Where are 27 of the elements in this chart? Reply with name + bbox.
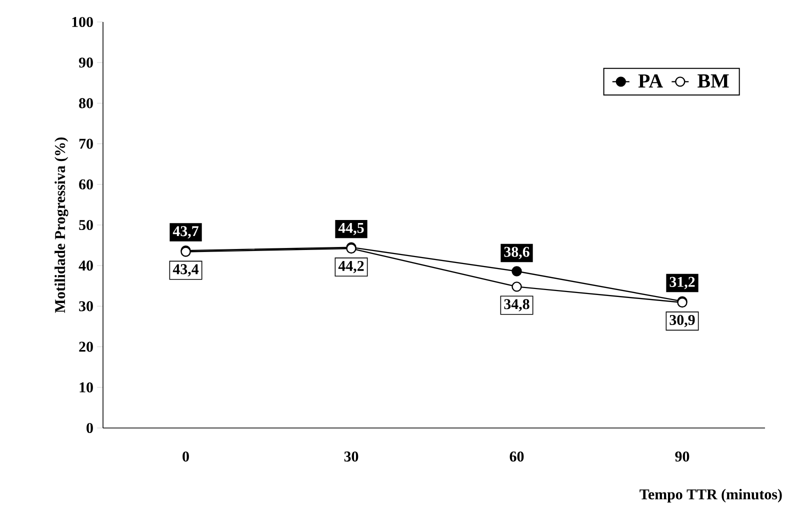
- y-tick-label: 30: [79, 301, 93, 312]
- y-tick-label: 80: [79, 98, 93, 108]
- y-tick-label: 20: [79, 342, 93, 352]
- data-label: 44,2: [338, 260, 364, 274]
- data-label: 43,7: [172, 226, 198, 238]
- y-tick-label: 60: [79, 179, 93, 190]
- legend-label: BM: [698, 74, 729, 88]
- data-label: 31,2: [670, 276, 695, 290]
- x-tick-label: 90: [675, 452, 690, 462]
- data-label: 30,9: [670, 314, 695, 328]
- y-tick-label: 50: [79, 220, 93, 230]
- data-label: 44,5: [338, 222, 364, 236]
- y-tick-label: 100: [72, 16, 93, 28]
- data-label: 34,8: [504, 299, 530, 312]
- data-label: 43,4: [172, 264, 199, 276]
- y-tick-label: 10: [80, 382, 93, 392]
- data-label: 38,6: [504, 246, 530, 260]
- y-tick-label: 40: [78, 260, 93, 271]
- y-tick-label: 0: [86, 422, 93, 434]
- y-tick-label: 70: [79, 138, 93, 149]
- x-tick-label: 60: [510, 452, 524, 462]
- y-tick-label: 90: [78, 58, 93, 68]
- legend-label: PA: [638, 74, 663, 88]
- x-tick-label: 30: [344, 452, 358, 462]
- x-tick-label: 0: [182, 452, 189, 462]
- x-axis-title: Tempo TTR (minutos): [640, 488, 782, 502]
- y-axis-title: Motilidade Progressiva (%): [54, 138, 68, 313]
